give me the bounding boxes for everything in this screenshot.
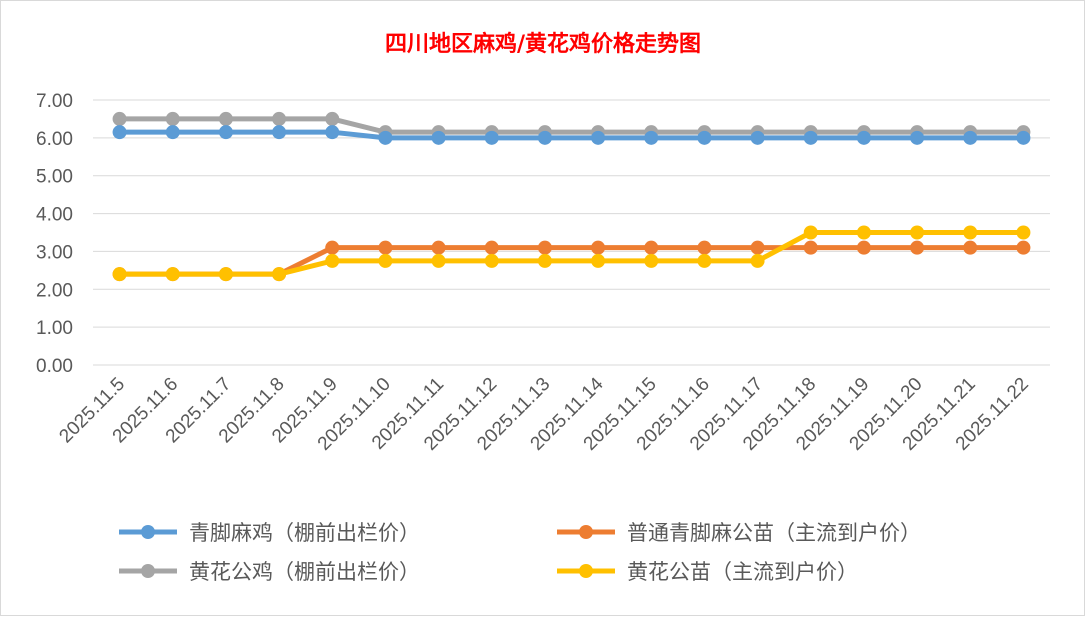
data-point — [218, 267, 233, 282]
data-point — [537, 130, 552, 145]
series-4 — [112, 225, 1031, 282]
legend-label: 黄花公苗（主流到户价） — [627, 560, 858, 584]
data-point — [218, 125, 233, 140]
data-point — [272, 125, 287, 140]
data-point — [1016, 225, 1031, 240]
data-point — [378, 253, 393, 268]
gridlines — [93, 99, 1050, 366]
data-point — [591, 240, 606, 255]
data-point — [431, 240, 446, 255]
data-point — [325, 125, 340, 140]
data-point — [272, 267, 287, 282]
data-point — [963, 240, 978, 255]
x-axis-tick-labels: 2025.11.52025.11.62025.11.72025.11.82025… — [55, 373, 1032, 454]
data-point — [325, 240, 340, 255]
data-point — [325, 253, 340, 268]
data-point — [856, 240, 871, 255]
data-point — [963, 130, 978, 145]
legend-label: 黄花公鸡（棚前出栏价） — [189, 560, 420, 584]
data-point — [218, 111, 233, 126]
series-3 — [112, 111, 1031, 140]
legend-swatch-marker — [141, 525, 155, 539]
data-point — [484, 130, 499, 145]
legend-item: 黄花公鸡（棚前出栏价） — [119, 560, 420, 584]
legend-swatch-marker — [141, 564, 155, 578]
data-point — [910, 225, 925, 240]
data-point — [537, 240, 552, 255]
legend-label: 普通青脚麻公苗（主流到户价） — [627, 521, 921, 545]
legend: 青脚麻鸡（棚前出栏价） 普通青脚麻公苗（主流到户价） 黄花公鸡（棚前出栏价） 黄花公苗… — [119, 521, 921, 584]
y-tick-label: 4.00 — [36, 205, 73, 226]
data-point — [856, 225, 871, 240]
data-point — [112, 111, 127, 126]
y-tick-label: 2.00 — [36, 280, 73, 301]
data-point — [644, 240, 659, 255]
y-tick-label: 3.00 — [36, 242, 73, 263]
data-point — [165, 267, 180, 282]
data-point — [750, 240, 765, 255]
series-1 — [112, 125, 1031, 145]
legend-item: 黄花公苗（主流到户价） — [557, 560, 858, 584]
chart-title: 四川地区麻鸡/黄花鸡价格走势图 — [385, 31, 701, 57]
data-point — [750, 130, 765, 145]
data-point — [591, 130, 606, 145]
data-point — [484, 240, 499, 255]
data-point — [484, 253, 499, 268]
series-line — [119, 230, 1024, 277]
data-point — [697, 253, 712, 268]
data-point — [325, 111, 340, 126]
y-tick-label: 0.00 — [36, 356, 73, 377]
data-point — [431, 253, 446, 268]
data-point — [750, 253, 765, 268]
data-point — [165, 111, 180, 126]
y-tick-label: 5.00 — [36, 167, 73, 188]
data-point — [803, 225, 818, 240]
data-point — [803, 240, 818, 255]
data-point — [378, 240, 393, 255]
legend-swatch-marker — [579, 525, 593, 539]
data-point — [591, 253, 606, 268]
data-point — [910, 240, 925, 255]
data-point — [272, 111, 287, 126]
series-line — [119, 129, 1024, 141]
legend-item: 普通青脚麻公苗（主流到户价） — [557, 521, 921, 545]
data-point — [537, 253, 552, 268]
legend-label: 青脚麻鸡（棚前出栏价） — [189, 521, 420, 545]
y-tick-label: 1.00 — [36, 318, 73, 339]
y-axis-tick-labels: 0.00 1.00 2.00 3.00 4.00 5.00 6.00 7.00 — [36, 91, 73, 377]
data-point — [697, 240, 712, 255]
series-lines — [112, 111, 1031, 282]
y-tick-label: 7.00 — [36, 91, 73, 112]
data-point — [910, 130, 925, 145]
data-point — [963, 225, 978, 240]
data-point — [1016, 130, 1031, 145]
data-point — [644, 130, 659, 145]
data-point — [644, 253, 659, 268]
series-line — [119, 116, 1024, 135]
data-point — [112, 125, 127, 140]
data-point — [112, 267, 127, 282]
data-point — [856, 130, 871, 145]
legend-swatch-marker — [579, 564, 593, 578]
data-point — [378, 130, 393, 145]
y-tick-label: 6.00 — [36, 129, 73, 150]
data-point — [165, 125, 180, 140]
legend-item: 青脚麻鸡（棚前出栏价） — [119, 521, 420, 545]
data-point — [431, 130, 446, 145]
data-point — [1016, 240, 1031, 255]
data-point — [803, 130, 818, 145]
data-point — [697, 130, 712, 145]
